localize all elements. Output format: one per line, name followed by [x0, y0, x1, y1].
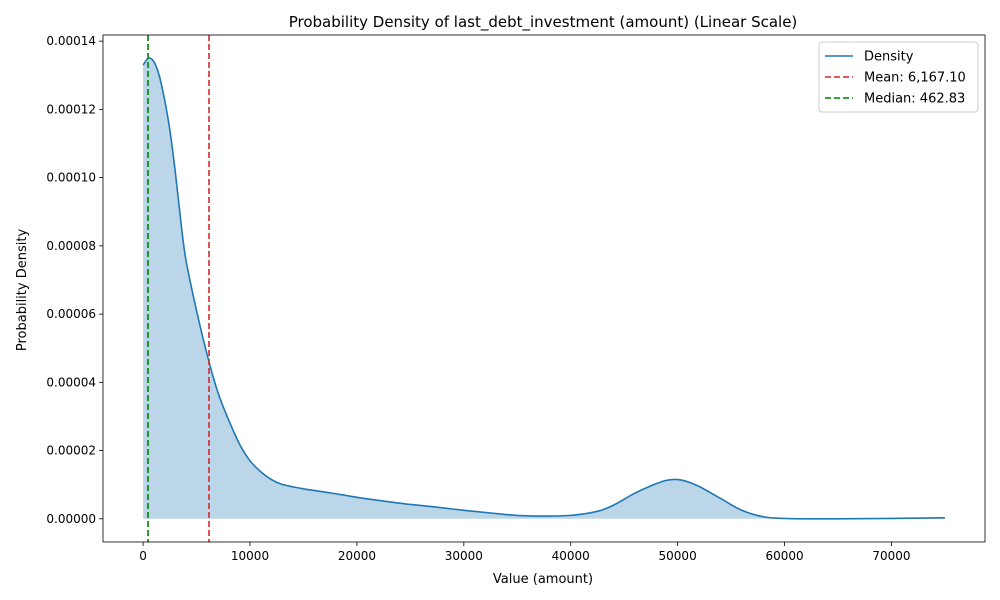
legend-label-density: Density [864, 50, 914, 65]
legend-label-median: Median: 462.83 [864, 92, 965, 107]
y-tick-label: 0.00014 [46, 34, 96, 48]
x-tick-label: 60000 [765, 549, 803, 563]
x-tick-label: 70000 [872, 549, 910, 563]
x-tick-label: 20000 [338, 549, 376, 563]
x-tick-label: 30000 [445, 549, 483, 563]
y-tick-label: 0.00002 [46, 444, 96, 458]
legend-box [818, 41, 979, 113]
plot-frame [102, 34, 986, 543]
y-tick-label: 0.00010 [46, 171, 96, 185]
density-line [142, 57, 945, 520]
y-tick-label: 0.00000 [46, 512, 96, 526]
y-axis-ticks: 0.00000 0.00002 0.00004 0.00006 0.00008 0.000… [46, 34, 103, 526]
legend: Density Mean: 6,167.10 Median: 462.83 [818, 41, 979, 113]
x-tick-label: 0 [139, 549, 147, 563]
x-tick-label: 10000 [231, 549, 269, 563]
y-tick-label: 0.00004 [46, 375, 96, 389]
y-axis-label: Probability Density [15, 229, 30, 352]
plot-area [142, 35, 945, 542]
x-axis-ticks: 0 10000 20000 30000 40000 50000 60000 70000 [139, 542, 911, 563]
y-tick-label: 0.00008 [46, 239, 96, 253]
y-tick-label: 0.00012 [46, 102, 96, 116]
chart-title: Probability Density of last_debt_investm… [289, 13, 798, 32]
legend-label-mean: Mean: 6,167.10 [864, 71, 966, 86]
x-tick-label: 40000 [552, 549, 590, 563]
x-axis-label: Value (amount) [493, 572, 593, 587]
density-fill-area [143, 58, 945, 519]
reference-lines [147, 35, 210, 542]
x-tick-label: 50000 [659, 549, 697, 563]
y-tick-label: 0.00006 [46, 307, 96, 321]
